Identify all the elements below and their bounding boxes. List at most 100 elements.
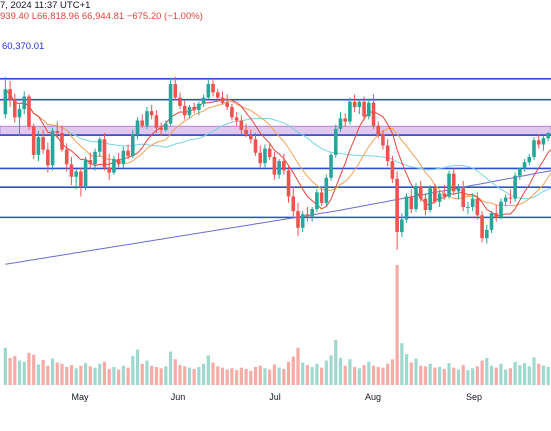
volume-bar bbox=[206, 355, 210, 385]
candle-body bbox=[310, 209, 314, 217]
candle-body bbox=[277, 161, 281, 175]
candle-body bbox=[315, 192, 319, 210]
candle-body bbox=[55, 130, 60, 133]
volume-bar bbox=[466, 370, 470, 385]
candle-body bbox=[296, 211, 300, 228]
candle-body bbox=[249, 135, 253, 140]
volume-bar bbox=[13, 356, 17, 385]
timestamp-label: 7, 2024 11:37 UTC+1 bbox=[0, 0, 91, 11]
candle-body bbox=[8, 89, 12, 100]
volume-bar bbox=[409, 362, 413, 385]
candle-body bbox=[395, 178, 399, 232]
volume-bar bbox=[27, 352, 31, 385]
candle-body bbox=[348, 101, 352, 122]
volume-bar bbox=[301, 362, 305, 385]
ma-slow-line bbox=[5, 88, 551, 200]
candle-body bbox=[112, 159, 116, 173]
candle-body bbox=[244, 129, 248, 136]
candle-body bbox=[499, 201, 503, 218]
volume-bar bbox=[8, 358, 12, 385]
candle-body bbox=[414, 186, 418, 210]
candle-body bbox=[79, 171, 83, 187]
candle-body bbox=[93, 151, 97, 165]
volume-bar bbox=[154, 367, 158, 385]
candle-body bbox=[182, 105, 187, 116]
volume-bar bbox=[428, 363, 432, 385]
volume-bar bbox=[471, 368, 475, 385]
candle-body bbox=[329, 154, 333, 178]
volume-bar bbox=[419, 365, 423, 385]
volume-bar bbox=[112, 367, 116, 385]
volume-bar bbox=[348, 359, 352, 385]
ohlc-header: 7, 2024 11:37 UTC+1 939.40 L66,818.96 66… bbox=[0, 0, 203, 22]
volume-bar bbox=[50, 358, 55, 385]
candle-body bbox=[27, 96, 31, 127]
candle-body bbox=[371, 102, 376, 126]
candle-body bbox=[428, 188, 432, 211]
ma-long-line bbox=[5, 170, 551, 265]
candle-body bbox=[22, 96, 27, 110]
ma-fast-line bbox=[5, 88, 551, 217]
volume-bar bbox=[518, 365, 522, 385]
volume-bar bbox=[395, 265, 399, 385]
candle-body bbox=[3, 89, 8, 115]
candle-body bbox=[164, 123, 168, 130]
volume-bar bbox=[329, 355, 333, 385]
volume-bar bbox=[88, 366, 92, 385]
volume-bar bbox=[46, 365, 50, 385]
volume-bar bbox=[22, 361, 26, 385]
volume-bar bbox=[258, 365, 262, 385]
change-value: −675.20 (−1.00%) bbox=[126, 11, 203, 22]
volume-bar bbox=[202, 363, 206, 385]
volume-bar bbox=[362, 365, 366, 385]
candle-body bbox=[187, 106, 192, 116]
low-value: L66,818.96 bbox=[31, 11, 80, 22]
volume-bar bbox=[187, 367, 192, 385]
volume-bar bbox=[36, 364, 40, 385]
volume-bar bbox=[145, 360, 149, 385]
x-axis-month-label: Sep bbox=[466, 392, 482, 402]
candle-body bbox=[485, 229, 489, 239]
candle-body bbox=[197, 103, 201, 111]
volume-bar bbox=[225, 369, 229, 385]
volume-bar bbox=[3, 347, 7, 385]
candle-body bbox=[168, 84, 173, 124]
candle-body bbox=[173, 84, 178, 98]
volume-bar bbox=[442, 368, 446, 385]
volume-bar bbox=[244, 368, 248, 385]
candle-body bbox=[258, 152, 263, 164]
volume-bar bbox=[41, 359, 45, 385]
volume-bar bbox=[400, 343, 404, 385]
volume-bar bbox=[192, 368, 196, 385]
volume-bar bbox=[178, 365, 182, 385]
x-axis-month-label: Jul bbox=[269, 392, 281, 402]
volume-bar bbox=[456, 369, 461, 385]
candle-body bbox=[532, 140, 536, 157]
volume-bar bbox=[55, 362, 59, 385]
volume-bar bbox=[541, 365, 546, 385]
ma-value-label: 60,370.01 bbox=[2, 41, 45, 52]
volume-bar bbox=[527, 366, 531, 385]
volume-bar bbox=[513, 361, 517, 385]
candle-body bbox=[145, 111, 149, 126]
candle-body bbox=[527, 156, 532, 163]
volume-bar bbox=[315, 363, 319, 385]
candle-body bbox=[83, 160, 88, 187]
candle-body bbox=[225, 102, 229, 107]
candle-body bbox=[41, 137, 45, 150]
x-axis-month-label: May bbox=[71, 392, 89, 402]
volume-bar bbox=[107, 368, 111, 385]
candle-body bbox=[513, 175, 517, 199]
candle-body bbox=[211, 84, 215, 93]
candle-body bbox=[536, 140, 541, 145]
candle-body bbox=[494, 213, 499, 218]
candle-body bbox=[404, 196, 409, 220]
volume-bar bbox=[296, 347, 300, 385]
candle-body bbox=[74, 171, 78, 177]
candle-body bbox=[178, 97, 182, 106]
candle-body bbox=[282, 161, 286, 171]
candle-body bbox=[300, 214, 305, 228]
volume-bar bbox=[504, 369, 508, 385]
